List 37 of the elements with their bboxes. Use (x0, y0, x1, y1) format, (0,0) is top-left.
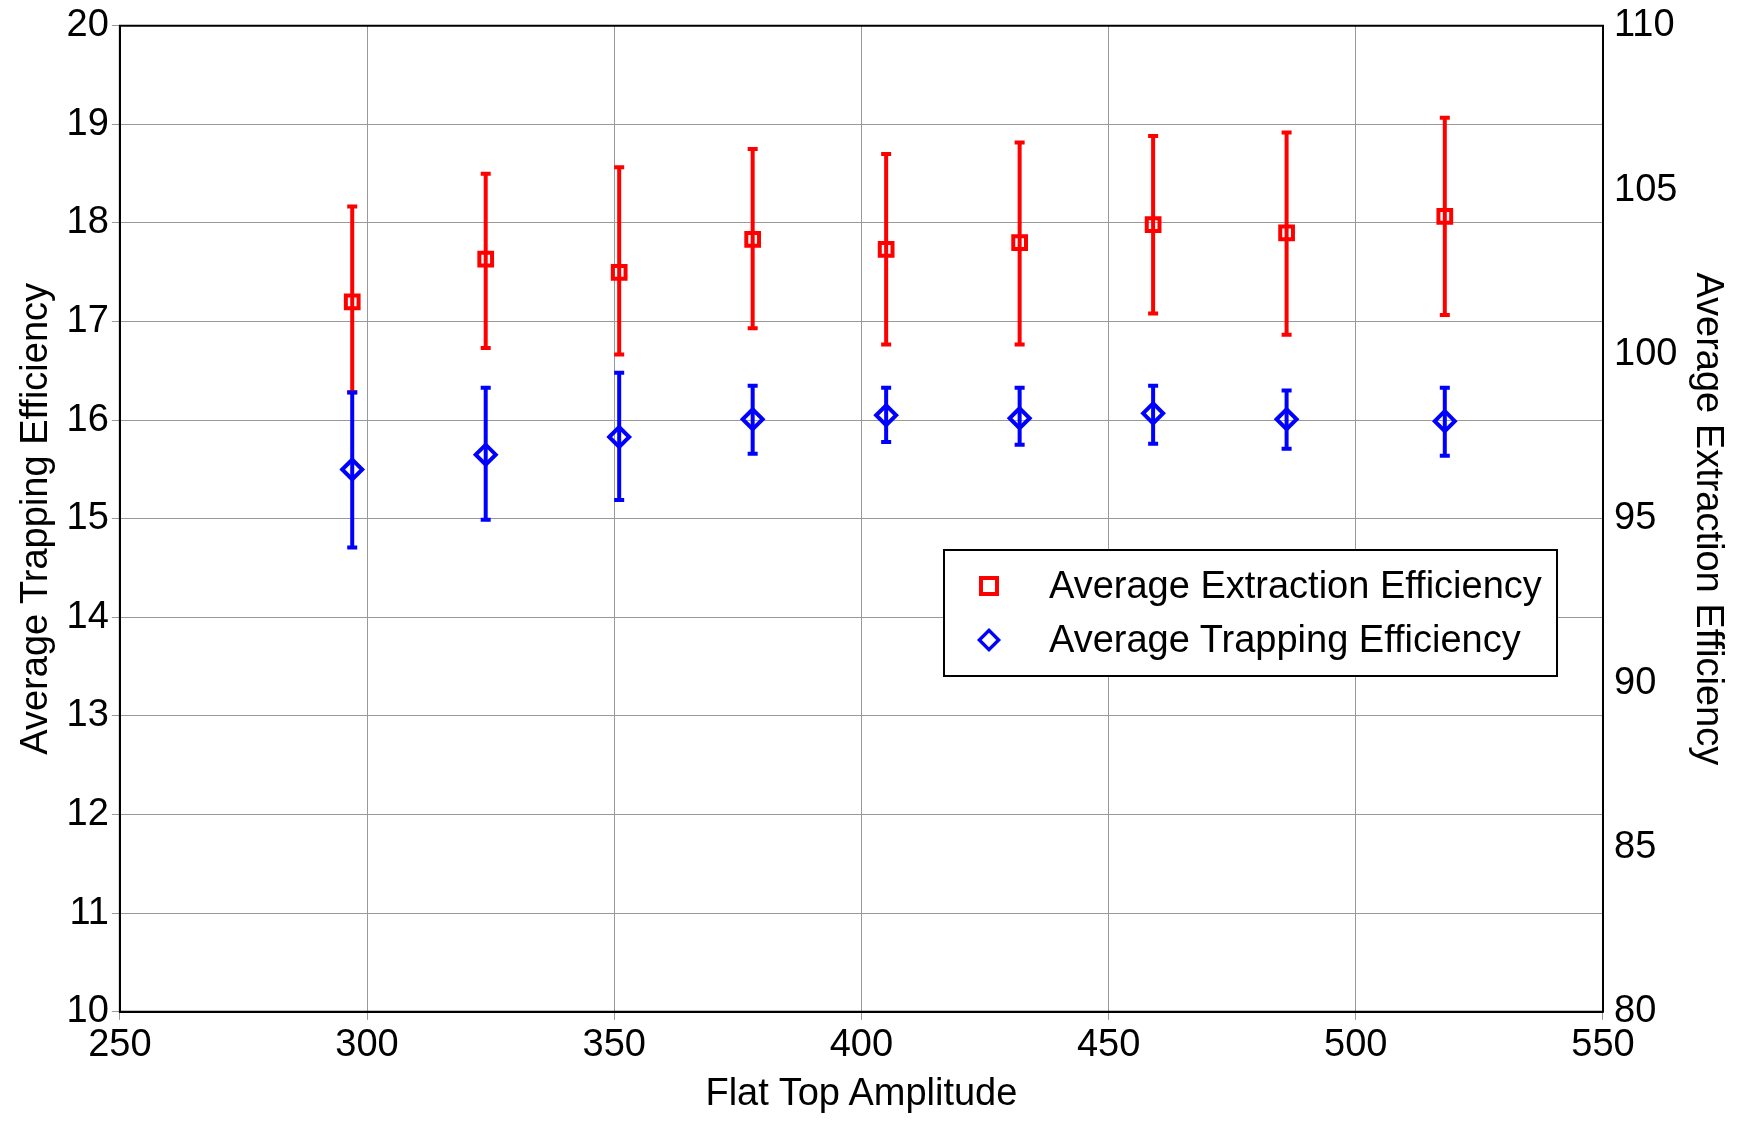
x-tick-label: 500 (1324, 1022, 1388, 1065)
y2-axis-title: Average Extraction Efficiency (1688, 272, 1731, 766)
legend-label: Average Trapping Efficiency (1048, 618, 1521, 662)
y2-tick-label: 105 (1614, 166, 1678, 209)
y2-tick-label: 110 (1614, 2, 1675, 45)
y-tick-label: 18 (66, 199, 109, 242)
x-tick-label: 550 (1571, 1022, 1635, 1065)
point (1144, 216, 1162, 234)
legend-label: Average Extraction Efficiency (1048, 564, 1542, 608)
y2-tick-label: 85 (1614, 823, 1657, 866)
x-tick-label: 350 (582, 1022, 646, 1065)
y-tick-label: 14 (66, 593, 109, 636)
y-tick-label: 17 (66, 298, 109, 341)
point (477, 250, 495, 268)
y-tick-label: 19 (66, 100, 109, 143)
point (744, 231, 762, 248)
point (877, 240, 895, 258)
point (610, 263, 628, 281)
y2-tick-label: 90 (1614, 659, 1657, 702)
point (1011, 234, 1028, 252)
y-tick-label: 11 (69, 889, 109, 932)
y-tick-label: 12 (66, 791, 109, 834)
y-tick-label: 20 (66, 2, 109, 45)
y-tick-label: 16 (66, 396, 109, 439)
point (1436, 208, 1454, 225)
point (1278, 224, 1295, 242)
y2-tick-label: 95 (1614, 495, 1657, 538)
y-tick-label: 15 (66, 495, 109, 538)
x-axis-title: Flat Top Amplitude (705, 1070, 1018, 1113)
point (343, 293, 361, 311)
x-tick-label: 300 (335, 1022, 399, 1065)
y2-tick-label: 100 (1614, 330, 1678, 373)
x-tick-label: 450 (1076, 1022, 1141, 1065)
y-axis-title: Average Trapping Efficiency (13, 282, 56, 755)
y-tick-label: 13 (66, 692, 109, 735)
x-tick-label: 400 (829, 1022, 894, 1065)
x-tick-label: 250 (88, 1022, 152, 1065)
